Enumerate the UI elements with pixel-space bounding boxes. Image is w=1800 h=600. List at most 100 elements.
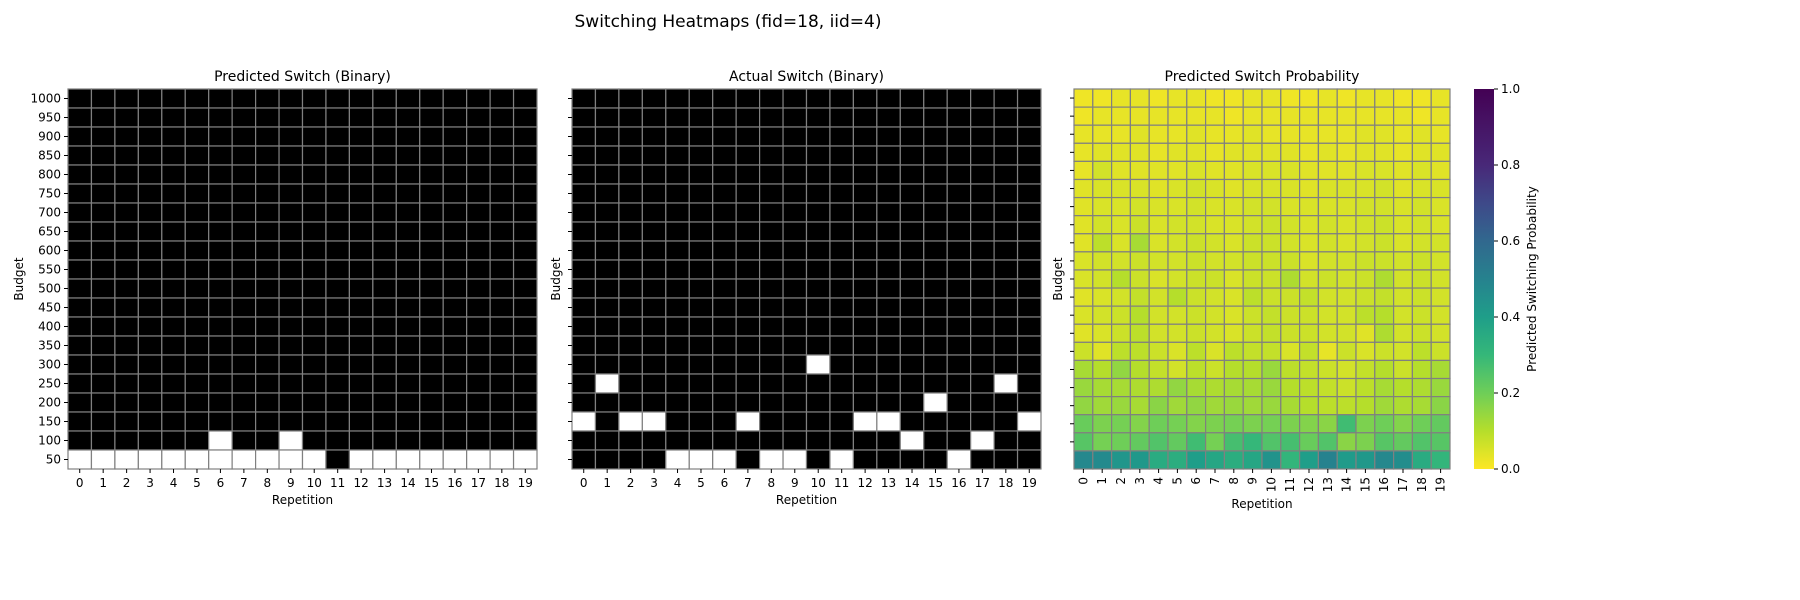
heatmap-cell (395, 240, 421, 261)
heatmap-cell (1280, 160, 1301, 181)
heatmap-cell (1317, 196, 1338, 217)
heatmap-cell (1336, 287, 1357, 307)
heatmap-cell (208, 126, 233, 147)
heatmap-cell (1204, 396, 1225, 416)
heatmap-cell (489, 221, 515, 242)
heatmap-cell (946, 164, 972, 185)
heatmap-cell (1167, 341, 1188, 362)
x-tick-label: 5 (193, 476, 201, 490)
heatmap-cell (571, 259, 597, 280)
heatmap-cell (1336, 269, 1357, 289)
heatmap-cell (1129, 359, 1150, 380)
heatmap-cell (1336, 196, 1357, 217)
heatmap-cell (1204, 196, 1225, 217)
heatmap-cell (1186, 432, 1207, 452)
heatmap-cell (161, 259, 186, 280)
heatmap-cell (1298, 341, 1319, 362)
heatmap-cell (829, 335, 855, 356)
heatmap-cell (1223, 233, 1244, 253)
heatmap-cell (782, 88, 808, 109)
heatmap-cell (114, 392, 139, 413)
heatmap-cell (512, 221, 538, 242)
heatmap-cell (923, 145, 948, 166)
heatmap-cell (1186, 359, 1207, 380)
colorbar-tick-label: 0.0 (1501, 462, 1520, 476)
heatmap-cell (231, 316, 257, 337)
heatmap-cell (395, 145, 421, 166)
heatmap-cell (419, 373, 444, 394)
heatmap-cell (993, 164, 1019, 185)
heatmap-cell (137, 335, 163, 356)
heatmap-cell (1355, 196, 1376, 217)
heatmap-cell (1148, 233, 1169, 253)
heatmap-cell (665, 430, 690, 451)
heatmap-cell (1129, 215, 1150, 235)
heatmap-cell (735, 430, 761, 451)
heatmap-cell (161, 126, 186, 147)
heatmap-cell (829, 88, 855, 109)
heatmap-cell (946, 392, 972, 413)
heatmap-cell (946, 335, 972, 356)
heatmap-cell (301, 392, 327, 413)
heatmap-cell (466, 221, 491, 242)
heatmap-cell (1355, 88, 1376, 108)
heatmap-cell (67, 126, 93, 147)
heatmap-cell (571, 335, 597, 356)
heatmap-cell (1336, 106, 1357, 126)
heatmap-cell (1392, 359, 1413, 380)
heatmap-cell (419, 126, 444, 147)
heatmap-cell (665, 316, 690, 337)
heatmap-cell (1392, 377, 1413, 398)
heatmap-cell (489, 392, 515, 413)
heatmap-cell (758, 278, 784, 299)
heatmap-cell (466, 259, 491, 280)
heatmap-cell (1204, 432, 1225, 452)
heatmap-cell (325, 107, 351, 128)
heatmap-cell (466, 335, 491, 356)
heatmap-cell (1280, 323, 1301, 343)
heatmap-cell (1317, 233, 1338, 253)
heatmap-cell (1092, 160, 1113, 181)
heatmap-cell (208, 316, 233, 337)
heatmap-cell (852, 240, 878, 261)
heatmap-cell (1317, 88, 1338, 108)
heatmap-cell (184, 183, 210, 204)
heatmap-cell (1016, 373, 1042, 394)
heatmap-cell (395, 278, 421, 299)
heatmap-cell (512, 164, 538, 185)
heatmap-cell (782, 316, 808, 337)
heatmap-cell (1110, 359, 1131, 380)
heatmap-cell (489, 278, 515, 299)
heatmap-cell (665, 373, 690, 394)
heatmap-cell (278, 107, 304, 128)
heatmap-cell (1148, 305, 1169, 325)
x-tick-label: 14 (1340, 477, 1354, 492)
heatmap-cell (735, 240, 761, 261)
heatmap-cell (255, 164, 280, 185)
heatmap-cell (665, 335, 690, 356)
heatmap-cell (325, 430, 351, 451)
heatmap-cell (231, 297, 257, 318)
heatmap-cell (618, 126, 643, 147)
heatmap-cell (618, 392, 643, 413)
heatmap-cell (618, 373, 643, 394)
heatmap-cell (67, 278, 93, 299)
heatmap-cell (208, 449, 233, 470)
heatmap-cell (829, 107, 855, 128)
heatmap-cell (1374, 305, 1395, 325)
heatmap-cell (90, 240, 116, 261)
heatmap-cell (1204, 106, 1225, 126)
heatmap-cell (1110, 305, 1131, 325)
heatmap-cell (348, 430, 374, 451)
heatmap-cell (1336, 414, 1357, 434)
heatmap-cell (1336, 323, 1357, 343)
heatmap-cell (899, 183, 925, 204)
heatmap-cell (735, 183, 761, 204)
heatmap-cell (208, 107, 233, 128)
heatmap-cell (758, 373, 784, 394)
heatmap-cell (1280, 305, 1301, 325)
heatmap-cell (618, 278, 643, 299)
heatmap-cell (1129, 414, 1150, 434)
heatmap-cell (1016, 354, 1042, 375)
x-tick-label: 11 (1283, 477, 1297, 492)
